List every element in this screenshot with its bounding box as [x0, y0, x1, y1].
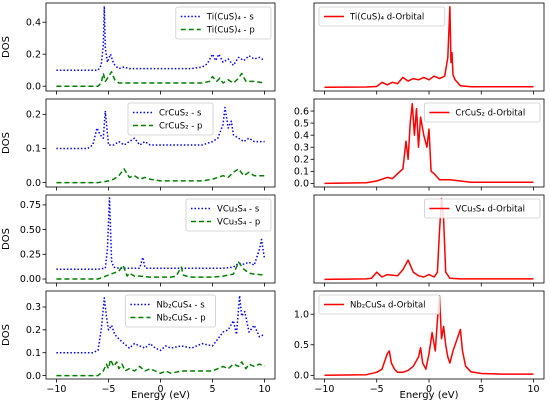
y-axis-label: DOS	[1, 36, 12, 58]
y-tick-label: 0.0	[26, 371, 41, 382]
legend-label: VCu₃S₄ - s	[217, 205, 260, 215]
series-line	[324, 5, 534, 89]
subplot-right-1: 0.00.1 0.20.30.40.50.6 CrCuS₂ d-Orbital	[294, 98, 545, 191]
legend: Ti(CuS)₄ d-Orbital	[318, 6, 446, 27]
series-line	[56, 358, 265, 377]
x-tick-label: 5	[478, 384, 484, 395]
legend-label: Nb₂CuS₄ - p	[156, 314, 205, 324]
legend-label: Nb₂CuS₄ d-Orbital	[350, 301, 426, 311]
y-tick-label: 0.0	[294, 179, 309, 190]
y-tick-label: 0.5	[294, 340, 309, 351]
y-tick-label: 0.6	[294, 106, 309, 117]
series-line	[56, 168, 265, 184]
y-tick-label: 0.00	[20, 274, 41, 285]
series-line	[56, 294, 265, 354]
y-tick-label: 0.2	[26, 49, 41, 60]
legend-box	[423, 102, 541, 123]
y-axis-label: DOS	[1, 324, 12, 346]
y-tick-label: 0.25	[20, 250, 41, 261]
y-tick-label: 0.1	[26, 348, 41, 359]
legend-label: Nb₂CuS₄ - s	[156, 301, 205, 311]
legend: Nb₂CuS₄ d-Orbital	[318, 294, 441, 315]
subplot-left-0: 0.0 0.2 0.4 DOS Ti(CuS)₄ - s Ti(CuS)₄ - p	[1, 2, 276, 95]
x-tick-label: 10	[527, 384, 539, 395]
y-tick-label: 0.2	[294, 154, 309, 165]
legend-label: CrCuS₂ - p	[159, 122, 202, 132]
legend-label: CrCuS₂ - s	[159, 109, 202, 119]
legend-box	[127, 102, 214, 136]
y-tick-label: 0.2	[26, 110, 41, 121]
subplot-left-1: 0.0 0.1 0.2 DOS CrCuS₂ - s CrCuS₂ - p	[1, 98, 276, 191]
legend-label: Ti(CuS)₄ - s	[206, 13, 255, 23]
series-line	[324, 103, 534, 185]
x-tick-label: −10	[46, 384, 66, 395]
x-tick-label: −5	[370, 384, 384, 395]
x-tick-label: 0	[157, 384, 163, 395]
legend-label: Ti(CuS)₄ - p	[206, 26, 255, 36]
legend-box	[185, 198, 272, 232]
legend-box	[423, 198, 541, 219]
legend: Ti(CuS)₄ - s Ti(CuS)₄ - p	[175, 6, 272, 40]
legend-box	[125, 294, 216, 328]
y-tick-label: 0.0	[26, 178, 41, 189]
y-tick-label: 0.3	[26, 302, 41, 313]
legend-label: CrCuS₂ d-Orbital	[455, 109, 525, 119]
legend-label: VCu₃S₄ d-Orbital	[455, 205, 525, 215]
subplot-right-2: VCu₃S₄ d-Orbital	[313, 194, 545, 287]
legend-box	[318, 6, 446, 27]
y-tick-label: 0.5	[294, 118, 309, 129]
series-line	[56, 197, 266, 270]
legend: CrCuS₂ d-Orbital	[423, 102, 541, 123]
x-tick-label: −5	[101, 384, 115, 395]
series-line	[56, 5, 265, 71]
x-tick-label: 5	[210, 384, 216, 395]
y-tick-label: 0.3	[294, 142, 309, 153]
series-line	[56, 106, 265, 150]
y-tick-label: 0.1	[294, 167, 309, 178]
legend-label: VCu₃S₄ - p	[217, 218, 260, 228]
series-line	[324, 197, 534, 281]
y-tick-label: 0.0	[26, 81, 41, 92]
y-tick-label: 0.4	[26, 17, 41, 28]
legend-box	[175, 6, 272, 40]
legend: Nb₂CuS₄ - s Nb₂CuS₄ - p	[125, 294, 216, 328]
y-axis-label: DOS	[1, 228, 12, 250]
y-tick-label: 0.0	[294, 371, 309, 382]
legend: VCu₃S₄ d-Orbital	[423, 198, 541, 219]
subplot-right-0: Ti(CuS)₄ d-Orbital	[313, 2, 545, 95]
series-line	[56, 71, 265, 87]
subplot-left-2: 0.00 0.25 0.50 0.75 DOS VCu₃S₄ - s VCu₃S₄ - p	[1, 194, 276, 287]
x-tick-label: 0	[426, 384, 432, 395]
series-line	[324, 295, 534, 377]
y-tick-label: 1.0	[294, 309, 309, 320]
series-line	[56, 261, 265, 280]
x-axis-label: Energy (eV)	[131, 390, 190, 401]
x-tick-label: −10	[314, 384, 334, 395]
y-tick-label: 0.75	[20, 200, 41, 211]
legend: VCu₃S₄ - s VCu₃S₄ - p	[185, 198, 272, 232]
x-tick-label: 10	[259, 384, 271, 395]
y-axis-label: DOS	[1, 132, 12, 154]
subplot-left-3: −10 −5 0 5 10 0.0 0.1 0.2 0.3 DOS Energy (eV) Nb₂Cu…	[1, 290, 276, 401]
legend-label: Ti(CuS)₄ d-Orbital	[349, 13, 424, 23]
subplot-right-3: −10 −5 0 5 10 0.0 0.5 1.0 Energy (eV) Nb₂CuS₄ d-O…	[294, 290, 545, 401]
y-tick-label: 0.2	[26, 325, 41, 336]
y-tick-label: 0.4	[294, 130, 309, 141]
y-tick-label: 0.50	[20, 225, 41, 236]
x-axis-label: Energy (eV)	[400, 390, 459, 401]
legend-box	[318, 294, 441, 315]
y-tick-label: 0.1	[26, 144, 41, 155]
legend: CrCuS₂ - s CrCuS₂ - p	[127, 102, 214, 136]
